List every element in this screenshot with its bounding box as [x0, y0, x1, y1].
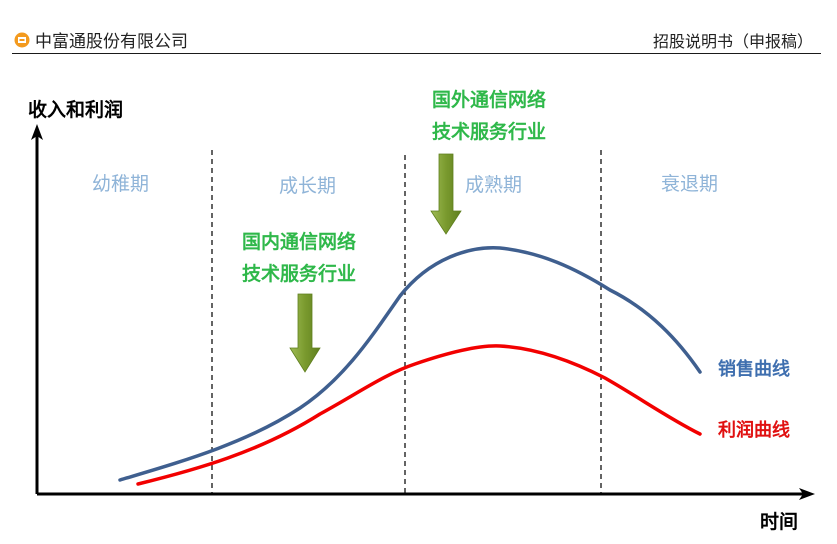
- page-header: 中富通股份有限公司 招股说明书（申报稿）: [0, 0, 837, 60]
- x-axis-arrow-icon: [799, 488, 815, 500]
- company-name: 中富通股份有限公司: [35, 32, 188, 52]
- stage-label-maturity: 成熟期: [465, 174, 522, 196]
- foreign-down-arrow-icon: [430, 153, 462, 235]
- stage-label-growth: 成长期: [279, 175, 336, 197]
- x-axis-label: 时间: [760, 511, 798, 533]
- foreign-annotation-line-2: 技术服务行业: [432, 120, 546, 143]
- sales-curve-label: 销售曲线: [718, 358, 790, 380]
- logo-svg: [14, 32, 30, 47]
- logo-mark-inner: [19, 38, 25, 41]
- stage-label-infancy: 幼稚期: [92, 173, 149, 195]
- document-title: 招股说明书（申报稿）: [652, 32, 813, 51]
- sales-curve: [118, 246, 702, 482]
- domestic-annotation-line-2: 技术服务行业: [242, 262, 356, 285]
- company-block: 中富通股份有限公司: [14, 27, 188, 52]
- domestic-annotation-line-1: 国内通信网络: [242, 230, 356, 253]
- stage-label-decline: 衰退期: [661, 173, 718, 195]
- profit-curve-label: 利润曲线: [718, 419, 790, 441]
- foreign-annotation-line-1: 国外通信网络: [432, 88, 546, 111]
- domestic-down-arrow-icon: [289, 293, 321, 373]
- company-logo-icon: [14, 32, 30, 48]
- header-divider: [12, 53, 821, 54]
- profit-curve: [136, 344, 702, 486]
- y-axis-label: 收入和利润: [28, 98, 123, 121]
- y-axis-arrow-icon: [31, 124, 43, 140]
